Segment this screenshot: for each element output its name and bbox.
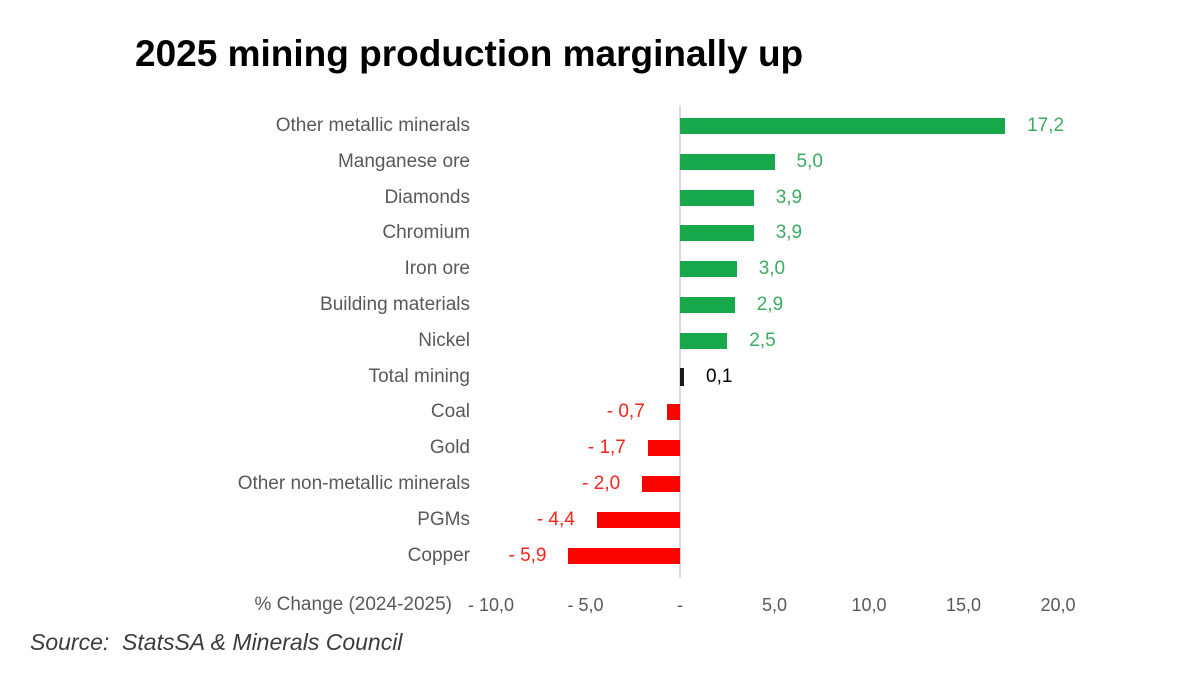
value-label: 0,1 (706, 365, 733, 387)
category-label: Chromium (382, 222, 470, 244)
value-label: 2,9 (756, 294, 784, 315)
x-tick-label: - 10,0 (467, 595, 515, 615)
bar-positive (680, 261, 737, 278)
category-label: Coal (430, 401, 470, 423)
bar-positive (680, 118, 1006, 134)
bar-positive (680, 297, 735, 313)
category-label: Diamonds (384, 186, 470, 208)
bar-positive (680, 332, 728, 349)
x-tick-label: - 5,0 (567, 595, 604, 615)
bar-negative (568, 547, 680, 564)
x-axis-label: % Change (2024-2025) (254, 594, 452, 615)
category-label: PGMs (417, 508, 470, 530)
bar-positive (680, 153, 775, 170)
value-label: 3,9 (775, 222, 803, 244)
category-label: Nickel (418, 329, 470, 351)
x-tick-label: 5,0 (761, 595, 788, 615)
category-label: Other metallic minerals (275, 115, 470, 136)
bar-negative (666, 404, 680, 421)
category-label: Total mining (368, 365, 470, 387)
x-tick-label: 10,0 (851, 595, 887, 615)
bar-negative (596, 511, 680, 528)
category-label: Copper (407, 544, 470, 566)
bar-total (680, 367, 684, 386)
x-tick-label: 15,0 (945, 595, 982, 615)
value-label: 3,9 (775, 186, 803, 208)
x-tick-label: 20,0 (1040, 595, 1076, 615)
bar-positive (680, 225, 754, 242)
category-label: Building materials (320, 294, 470, 315)
value-label: 5,0 (796, 150, 823, 172)
category-label: Gold (429, 437, 470, 459)
value-label: 2,5 (749, 329, 776, 351)
value-label: 17,2 (1027, 115, 1065, 136)
category-label: Other non-metallic minerals (237, 473, 470, 494)
value-label: 3,0 (758, 258, 786, 280)
category-label: Iron ore (404, 258, 470, 280)
bar-negative (647, 440, 680, 457)
value-label: - 1,7 (587, 437, 626, 459)
source-note: Source: StatsSA & Minerals Council (30, 629, 403, 655)
value-label: - 2,0 (582, 473, 621, 494)
category-label: Manganese ore (337, 150, 470, 172)
value-label: - 0,7 (606, 401, 645, 423)
bar-negative (642, 476, 680, 492)
bar-positive (680, 189, 754, 206)
x-tick-label: - (677, 595, 683, 615)
chart-title: 2025 mining production marginally up (135, 33, 804, 74)
value-label: - 4,4 (536, 508, 575, 530)
value-label: - 5,9 (508, 544, 547, 566)
